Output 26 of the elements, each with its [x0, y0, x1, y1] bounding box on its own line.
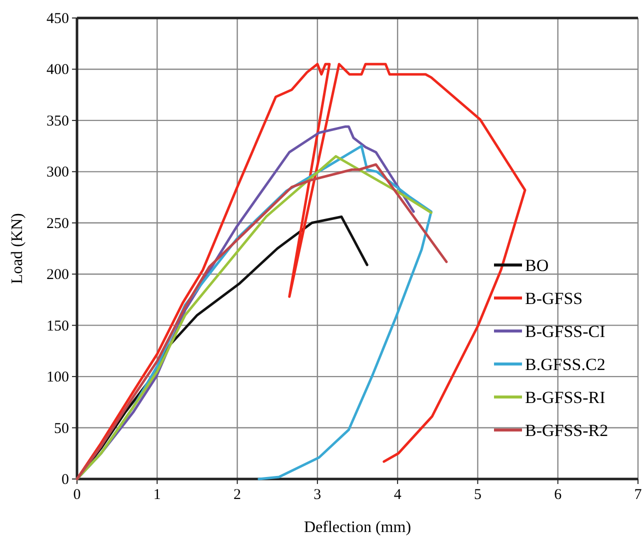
x-tick-label: 2	[234, 487, 242, 503]
x-tick-label: 1	[153, 487, 161, 503]
x-tick-label: 7	[634, 487, 642, 503]
x-axis-title: Deflection (mm)	[304, 519, 412, 536]
x-tick-label: 6	[554, 487, 562, 503]
legend-label: BO	[525, 256, 549, 275]
y-tick-label: 300	[46, 164, 69, 181]
legend-label: B-GFSS-RI	[525, 388, 606, 407]
legend-label: B-GFSS-R2	[525, 421, 608, 440]
y-axis-title: Load (KN)	[9, 213, 26, 284]
y-tick-label: 100	[46, 370, 69, 386]
x-tick-label: 3	[314, 487, 322, 503]
y-tick-label: 250	[46, 216, 69, 232]
y-tick-label: 0	[62, 472, 69, 488]
legend-label: B-GFSS-CI	[525, 322, 606, 341]
x-tick-label: 0	[73, 487, 81, 503]
y-tick-label: 50	[54, 420, 69, 437]
y-tick-label: 350	[46, 113, 69, 130]
x-tick-label: 4	[394, 487, 402, 503]
y-tick-label: 150	[46, 318, 69, 334]
legend-label: B-GFSS	[525, 289, 583, 308]
y-tick-label: 400	[46, 62, 69, 78]
y-tick-label: 200	[46, 267, 69, 284]
y-tick-label: 450	[46, 11, 69, 27]
x-tick-label: 5	[474, 487, 482, 503]
legend-label: B.GFSS.C2	[525, 355, 606, 374]
